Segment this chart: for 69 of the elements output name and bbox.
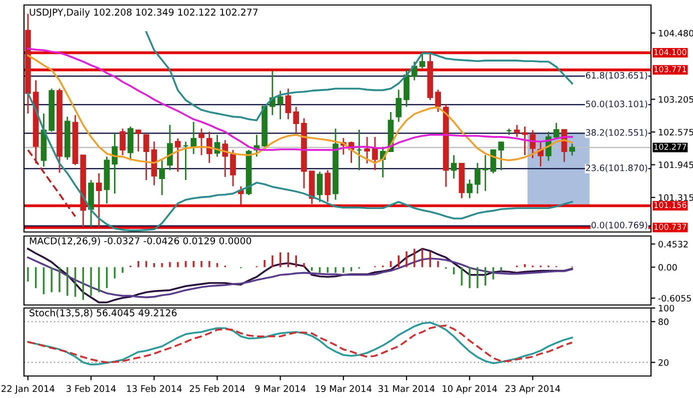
candlestick	[364, 136, 370, 164]
candlestick	[128, 126, 134, 162]
x-tick-label: 25 Feb 2014	[190, 385, 245, 392]
candlestick	[159, 160, 165, 196]
y-tick-label: 20	[658, 359, 668, 366]
candlestick	[435, 88, 441, 113]
ref-line-label: 104.100	[654, 49, 686, 56]
candlestick	[396, 88, 402, 123]
candlestick	[166, 124, 173, 171]
x-tick-label: 31 Mar 2014	[378, 385, 435, 392]
line-series	[27, 248, 574, 304]
candlestick	[277, 90, 284, 120]
y-tick-label: 80	[658, 318, 668, 326]
candlestick	[96, 172, 102, 228]
x-tick-label: 13 Feb 2014	[127, 385, 182, 392]
candlestick	[120, 128, 126, 156]
x-tick-label: 22 Jan 2014	[2, 385, 54, 394]
candlestick	[372, 136, 378, 171]
y-tick-label: 103.205	[658, 96, 693, 103]
y-tick-label: 0.00	[658, 264, 677, 271]
annotation: 23.6(101.870)	[586, 164, 648, 172]
candlestick	[522, 126, 528, 156]
candlestick	[143, 134, 150, 181]
candlestick	[569, 143, 576, 156]
y-tick-label: 102.575	[658, 128, 693, 136]
candlestick	[411, 60, 418, 82]
candlestick	[466, 178, 473, 199]
annotation: 61.8(103.651)	[586, 72, 648, 80]
candlestick	[198, 128, 204, 156]
annotation: 50.0(103.101)	[586, 100, 648, 108]
ref-line-label: 102.277	[654, 144, 686, 150]
candlestick	[356, 128, 362, 171]
candlestick	[190, 121, 196, 155]
y-tick-label: 0.4532	[658, 240, 688, 248]
chart-title: Stoch(13,5,8) 56.4045 49.2126	[30, 309, 177, 318]
x-tick-label: 3 Feb 2014	[66, 385, 116, 392]
candlestick	[450, 154, 457, 180]
candlestick	[514, 124, 520, 138]
candlestick	[230, 149, 236, 187]
candlestick	[285, 88, 292, 120]
candlestick	[419, 51, 426, 70]
x-tick-label: 9 Mar 2014	[255, 385, 306, 392]
ref-line-label: 100.737	[654, 224, 686, 230]
annotation: 0.0(100.769)	[592, 222, 648, 230]
candlestick	[482, 154, 488, 192]
y-tick-label: 101.945	[658, 162, 693, 168]
ref-line-label: 103.771	[654, 66, 686, 72]
x-tick-label: 10 Apr 2014	[442, 385, 498, 394]
y-tick-label: -0.6055	[658, 294, 691, 302]
annotation: 38.2(102.551)	[586, 129, 648, 137]
line-series	[27, 92, 574, 232]
candlestick	[182, 140, 189, 181]
chart-title: MACD(12,26,9) -0.0327 -0.0426 0.0129 0.0000	[30, 237, 252, 246]
y-tick-label: 100	[658, 304, 674, 312]
candlestick	[206, 131, 212, 164]
x-tick-label: 19 Mar 2014	[316, 385, 372, 392]
line-series	[27, 256, 574, 298]
line-series	[145, 31, 574, 122]
candlestick	[316, 171, 323, 203]
candlestick	[174, 138, 181, 172]
candlestick	[474, 162, 480, 194]
candlestick	[324, 169, 331, 203]
candlestick	[498, 140, 504, 171]
chart-title: USDJPY,Daily 102.208 102.349 102.122 102.277	[30, 8, 258, 18]
candlestick	[135, 128, 142, 152]
candlestick	[293, 106, 300, 134]
x-tick-label: 23 Apr 2014	[505, 385, 560, 394]
ref-line-label: 101.156	[654, 202, 686, 208]
y-tick-label: 101.315	[658, 194, 693, 201]
